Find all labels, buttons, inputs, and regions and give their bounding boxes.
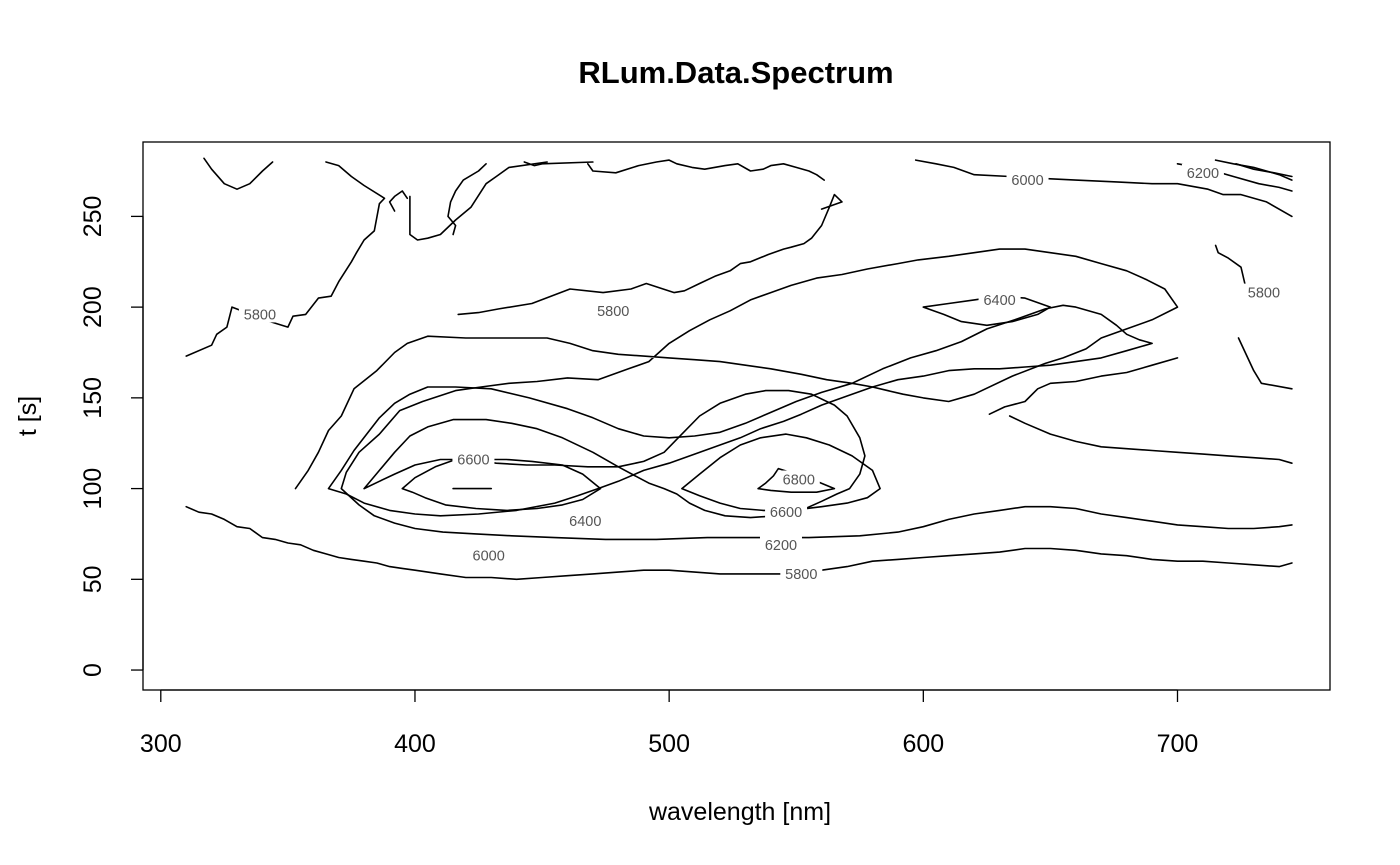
contour-label-bg-9 bbox=[978, 290, 1021, 308]
y-axis: 0 50 100 150 200 250 bbox=[79, 196, 144, 677]
contour-line-5800-0 bbox=[185, 161, 386, 357]
contour-line-6000-14 bbox=[1008, 415, 1293, 464]
contour-label-bg-7 bbox=[1181, 163, 1224, 181]
contour-label-3: 5800 bbox=[1248, 286, 1280, 302]
contour-line-6400-19 bbox=[363, 389, 866, 519]
contour-label-1: 5800 bbox=[597, 304, 629, 320]
x-tick-label-500: 500 bbox=[648, 730, 690, 758]
contour-label-5: 6000 bbox=[1011, 173, 1043, 189]
contour-line-5800-2 bbox=[409, 161, 548, 241]
contour-line-6200-15 bbox=[327, 304, 1153, 517]
contour-line-6200-17 bbox=[1214, 159, 1293, 181]
contour-label-bg-10 bbox=[452, 450, 495, 468]
contour-label-10: 6600 bbox=[457, 453, 489, 469]
y-tick-label-250: 250 bbox=[79, 196, 107, 238]
x-tick-label-300: 300 bbox=[140, 730, 182, 758]
contour-lines bbox=[185, 157, 1293, 581]
contour-label-bg-12 bbox=[777, 470, 820, 488]
contour-label-bg-11 bbox=[765, 503, 808, 521]
plot-frame bbox=[142, 141, 1331, 691]
contour-line-6600-21 bbox=[401, 458, 602, 512]
contour-line-5800-8 bbox=[185, 505, 1293, 581]
contour-line-5800-3 bbox=[203, 157, 274, 190]
contour-label-bg-5 bbox=[1006, 171, 1049, 189]
y-tick-label-200: 200 bbox=[79, 286, 107, 328]
contour-label-bg-6 bbox=[759, 535, 802, 553]
contour-line-6000-13 bbox=[988, 357, 1179, 415]
contour-label-bg-3 bbox=[1242, 283, 1285, 301]
x-axis: 300 400 500 600 700 bbox=[140, 689, 1199, 758]
y-tick-label-50: 50 bbox=[79, 565, 107, 593]
y-tick-label-150: 150 bbox=[79, 377, 107, 419]
contour-line-6000-12 bbox=[914, 159, 1293, 218]
contour-label-9: 6400 bbox=[983, 293, 1015, 309]
contour-line-6600-22 bbox=[681, 433, 881, 512]
contour-line-5800-1 bbox=[388, 190, 409, 212]
contour-line-6200-18 bbox=[1235, 163, 1293, 178]
contour-label-bg-1 bbox=[592, 301, 635, 319]
contour-line-5800-7 bbox=[587, 159, 825, 181]
x-tick-label-600: 600 bbox=[902, 730, 944, 758]
contour-label-7: 6200 bbox=[1187, 166, 1219, 182]
y-axis-label: t [s] bbox=[14, 396, 42, 436]
contour-label-8: 6400 bbox=[569, 514, 601, 530]
contour-line-6400-20 bbox=[922, 295, 1052, 327]
contour-line-5800-6 bbox=[523, 161, 594, 167]
contour-line-5800-4 bbox=[457, 193, 843, 316]
contour-label-6: 6200 bbox=[765, 538, 797, 554]
chart-title: RLum.Data.Spectrum bbox=[578, 55, 893, 90]
contour-label-4: 6000 bbox=[473, 549, 505, 565]
contour-label-bg-4 bbox=[467, 546, 510, 564]
contour-line-5800-9 bbox=[1214, 244, 1247, 290]
contour-label-bg-2 bbox=[780, 564, 823, 582]
contour-label-bg-8 bbox=[564, 512, 607, 530]
contour-line-6000-11 bbox=[294, 248, 1293, 541]
contour-label-2: 5800 bbox=[785, 567, 817, 583]
y-tick-label-100: 100 bbox=[79, 468, 107, 510]
contour-label-11: 6600 bbox=[770, 505, 802, 521]
x-tick-label-700: 700 bbox=[1157, 730, 1199, 758]
contour-line-5800-10 bbox=[1237, 337, 1293, 390]
contour-labels: 5800 5800 5800 5800 6000 6000 6200 6200 6400 6400… bbox=[238, 163, 1285, 583]
x-axis-label: wavelength [nm] bbox=[648, 798, 831, 826]
y-tick-label-0: 0 bbox=[79, 663, 107, 677]
contour-label-12: 6800 bbox=[783, 473, 815, 489]
x-tick-label-400: 400 bbox=[394, 730, 436, 758]
contour-label-0: 5800 bbox=[244, 307, 276, 323]
contour-line-5800-5 bbox=[447, 163, 487, 236]
contour-label-bg-0 bbox=[238, 305, 281, 323]
